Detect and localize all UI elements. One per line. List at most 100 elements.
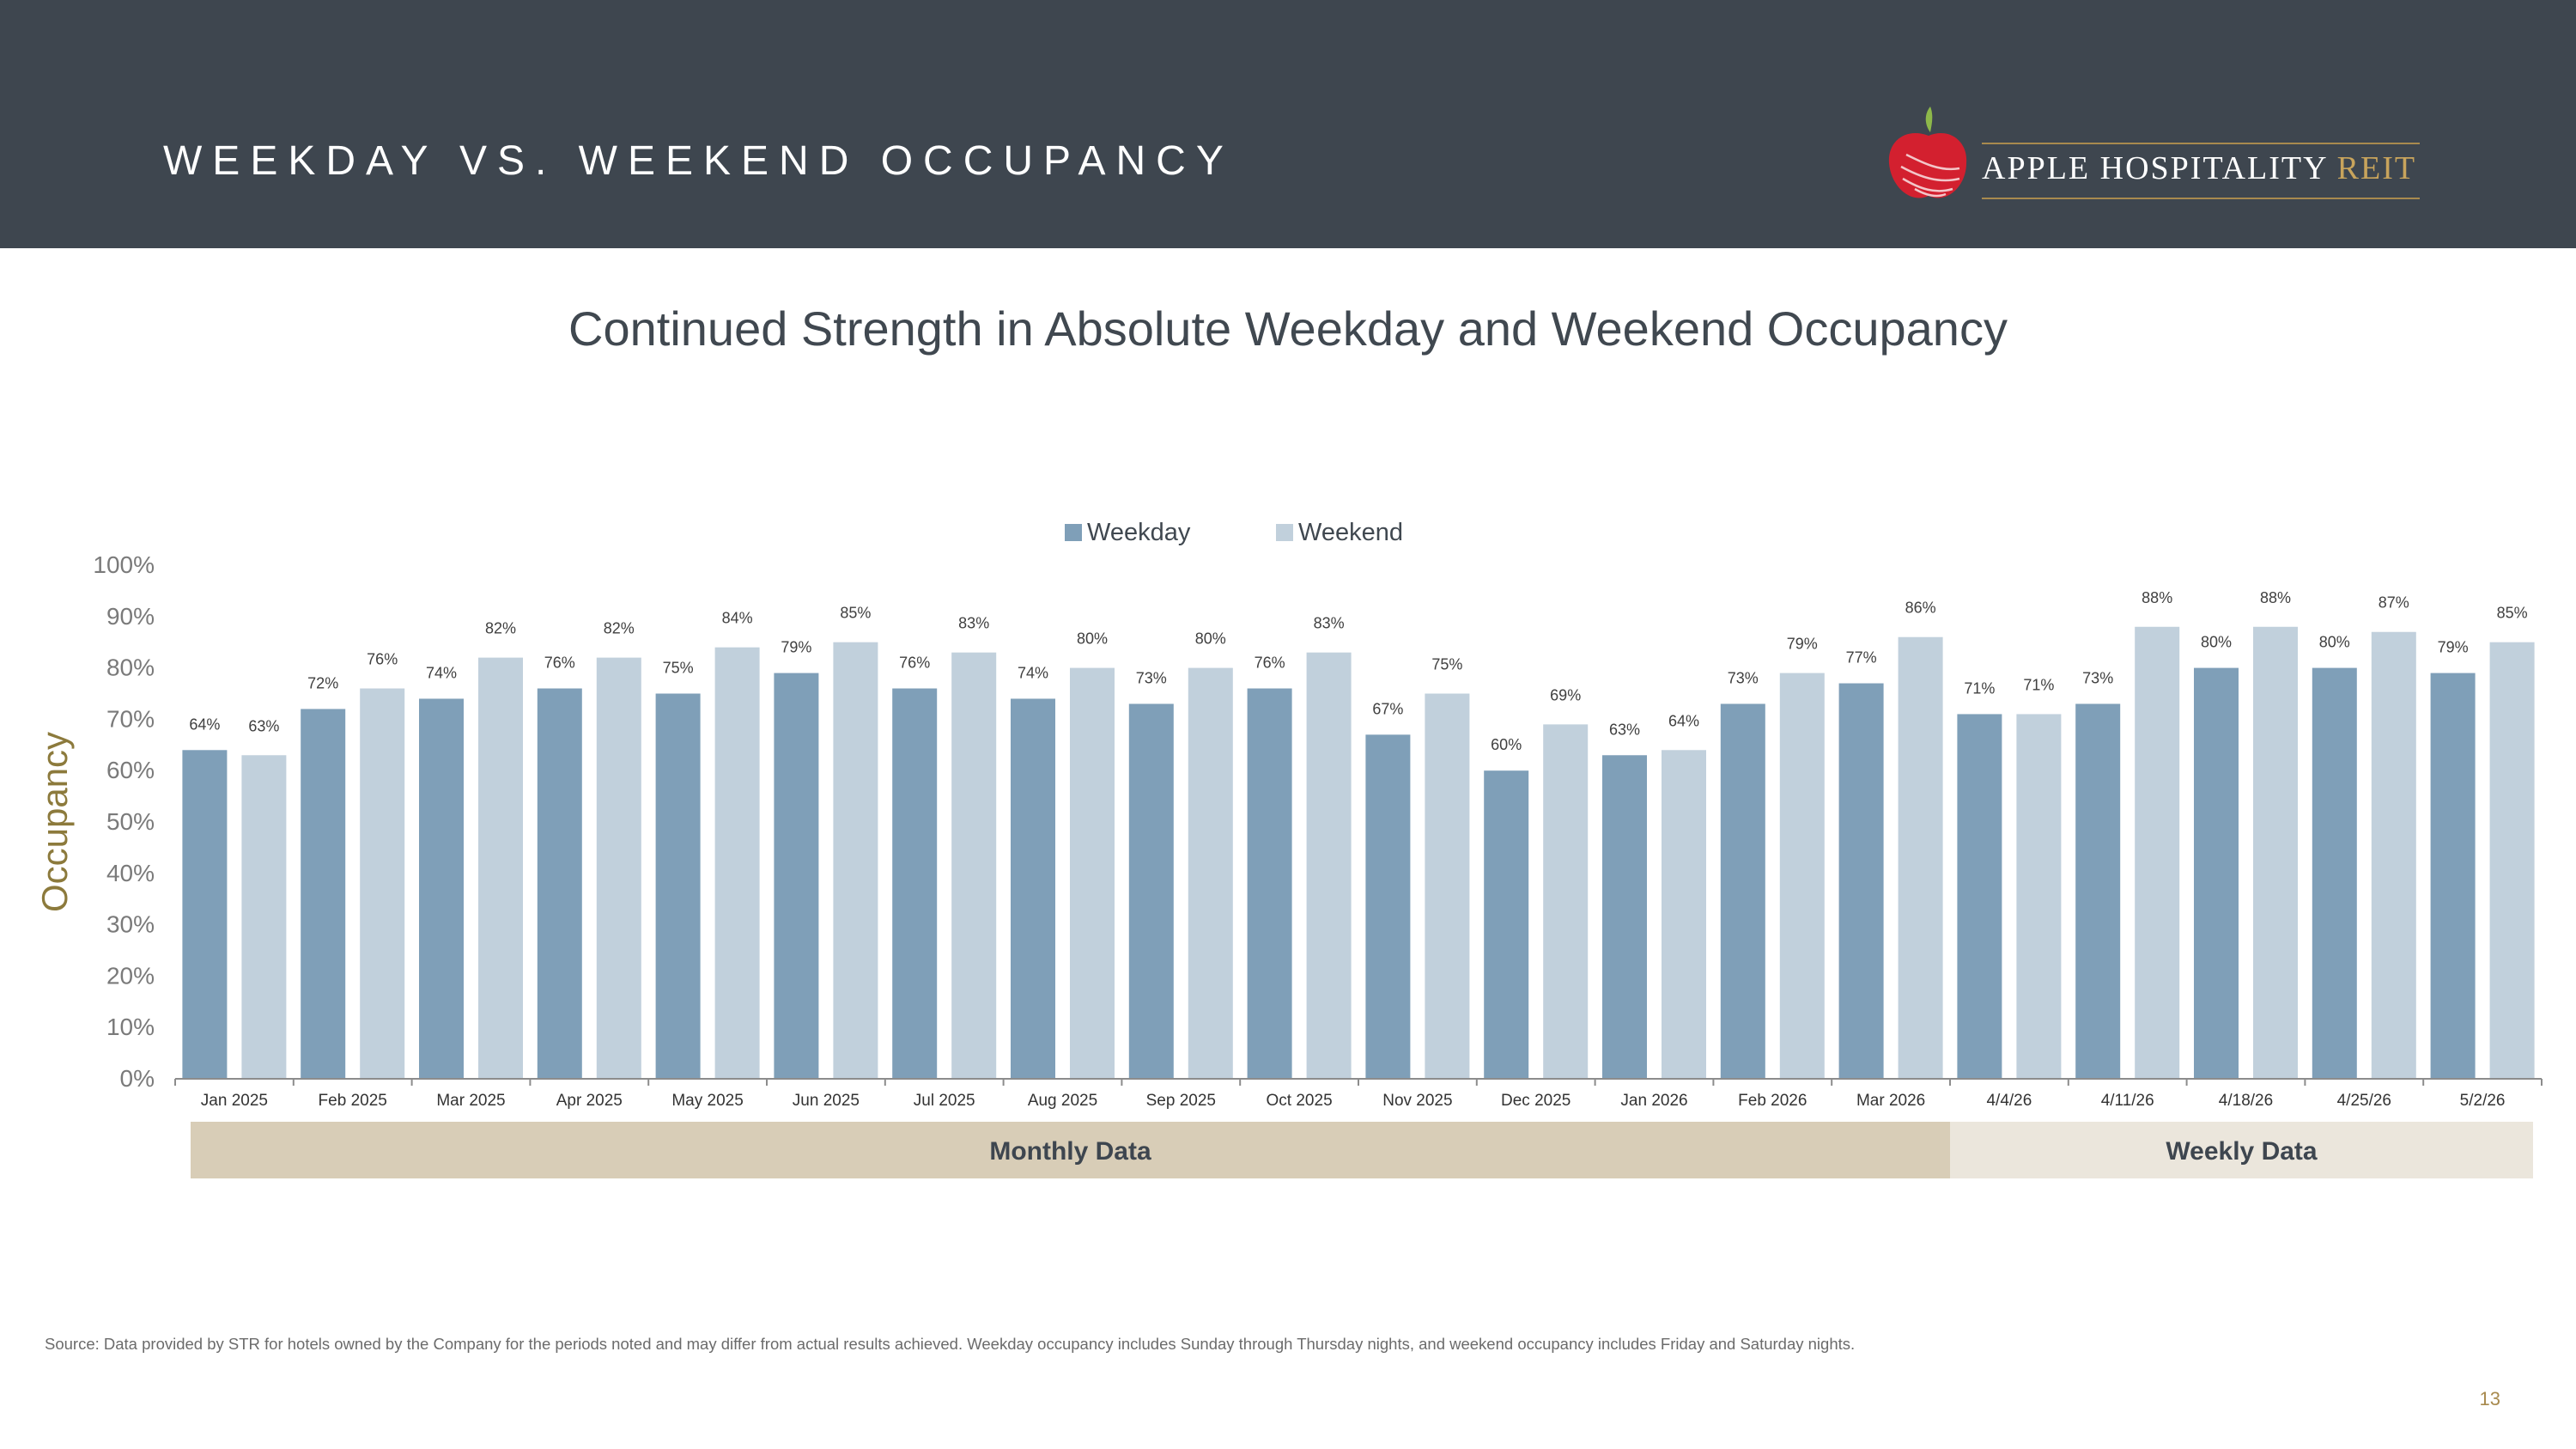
bar-weekend [1070,667,1115,1079]
bar-weekend [596,657,641,1079]
bar-weekday [1365,734,1411,1079]
bar-weekend [1779,673,1825,1079]
data-label-weekend: 84% [722,610,753,627]
bar-weekend [2489,642,2535,1079]
data-label-weekday: 67% [1372,700,1403,717]
x-tick-label: 4/18/26 [2219,1092,2273,1110]
logo-text: APPLE HOSPITALITY REIT [1982,149,2416,187]
y-tick-label: 90% [106,603,155,630]
data-label-weekend: 88% [2260,589,2291,606]
header-bar: WEEKDAY VS. WEEKEND OCCUPANCY APPLE HOSP… [0,0,2576,248]
data-label-weekend: 82% [604,620,635,637]
bar-weekend [2016,714,2062,1079]
data-label-weekend: 87% [2379,594,2409,612]
legend-swatch-weekend [1276,524,1293,541]
data-label-weekend: 85% [2497,605,2528,622]
logo-bottom-rule [1982,198,2420,199]
bar-weekday [1838,683,1884,1079]
legend-label-weekday: Weekday [1087,519,1191,546]
data-label-weekend: 83% [958,615,989,632]
data-label-weekday: 79% [2438,639,2469,656]
x-tick-label: Aug 2025 [1028,1092,1097,1110]
data-label-weekday: 76% [1255,654,1285,672]
bar-weekday [1128,703,1174,1079]
bar-weekend [2371,631,2416,1079]
bar-weekend [1898,636,1943,1079]
y-tick-label: 70% [106,705,155,732]
x-tick-label: Mar 2025 [436,1092,505,1110]
group-band-weekly-data [1950,1122,2533,1178]
data-label-weekday: 74% [426,664,457,681]
data-label-weekend: 80% [1195,630,1226,648]
x-tick-label: Jan 2026 [1620,1092,1687,1110]
x-tick-label: 4/11/26 [2101,1092,2154,1110]
data-label-weekday: 64% [189,715,220,733]
bar-weekday [655,693,701,1079]
data-label-weekend: 83% [1314,615,1345,632]
bar-weekday [2075,703,2121,1079]
x-tick-label: May 2025 [671,1092,743,1110]
page-number: 13 [2479,1388,2500,1409]
y-tick-label: 100% [93,551,155,578]
bar-weekday [1011,698,1055,1079]
chart-subtitle: Continued Strength in Absolute Weekday a… [568,301,2008,356]
data-label-weekend: 71% [2023,676,2054,693]
bar-weekend [1662,750,1706,1079]
y-tick-label: 50% [106,808,155,835]
bar-weekend [1188,667,1233,1079]
data-label-weekday: 76% [899,654,930,672]
bar-weekday [2194,667,2239,1079]
y-tick-label: 60% [106,757,155,783]
bar-weekday [1602,755,1647,1079]
x-tick-label: Mar 2026 [1856,1092,1925,1110]
data-label-weekend: 75% [1431,656,1462,673]
bar-weekend [241,755,287,1079]
apple-logo-icon [1888,107,1967,198]
data-label-weekday: 71% [1964,679,1995,697]
bar-weekday [182,750,228,1079]
x-tick-label: Oct 2025 [1267,1092,1333,1110]
data-label-weekday: 77% [1846,649,1877,667]
page-title: WEEKDAY VS. WEEKEND OCCUPANCY [163,138,1234,184]
data-label-weekend: 80% [1077,630,1108,648]
x-tick-label: Feb 2026 [1738,1092,1807,1110]
x-tick-label: 5/2/26 [2460,1092,2506,1110]
legend-label-weekend: Weekend [1298,519,1403,546]
bar-weekday [419,698,464,1079]
bar-weekday [1957,714,2002,1079]
data-label-weekend: 63% [248,717,279,734]
data-label-weekday: 74% [1018,664,1048,681]
bar-weekday [301,709,346,1079]
group-band-monthly-data [191,1122,1950,1178]
data-label-weekend: 88% [2142,589,2172,606]
y-tick-label: 40% [106,860,155,886]
y-tick-label: 0% [120,1065,155,1092]
bar-weekday [537,688,582,1079]
data-label-weekday: 80% [2201,634,2232,651]
x-tick-label: 4/25/26 [2337,1092,2391,1110]
data-label-weekend: 64% [1668,712,1699,729]
data-label-weekend: 82% [485,620,516,637]
data-label-weekday: 80% [2319,634,2350,651]
data-label-weekend: 79% [1787,636,1818,653]
company-logo: APPLE HOSPITALITY REIT [1880,103,2430,215]
data-label-weekend: 76% [367,651,398,668]
bar-weekend [1543,724,1589,1079]
y-tick-label: 30% [106,911,155,938]
data-label-weekday: 79% [781,639,811,656]
y-axis-label: Occupancy [34,732,75,912]
x-tick-label: Feb 2025 [319,1092,387,1110]
data-label-weekend: 86% [1905,600,1936,617]
logo-top-rule [1982,143,2420,144]
x-tick-label: Jul 2025 [914,1092,975,1110]
bar-weekend [1425,693,1470,1079]
x-tick-label: Jun 2025 [793,1092,860,1110]
occupancy-bar-chart: 0% 10% 20% 30% 40% 50% 60% 70% 80% 90% 100% Occupan… [34,519,2543,1178]
data-label-weekday: 72% [307,674,338,691]
x-tick-label: Jan 2025 [201,1092,268,1110]
x-tick-label: 4/4/26 [1986,1092,2032,1110]
data-label-weekday: 63% [1609,721,1640,738]
data-label-weekday: 73% [1136,669,1167,686]
data-label-weekday: 73% [1728,669,1759,686]
group-band-label: Weekly Data [2166,1137,2318,1166]
